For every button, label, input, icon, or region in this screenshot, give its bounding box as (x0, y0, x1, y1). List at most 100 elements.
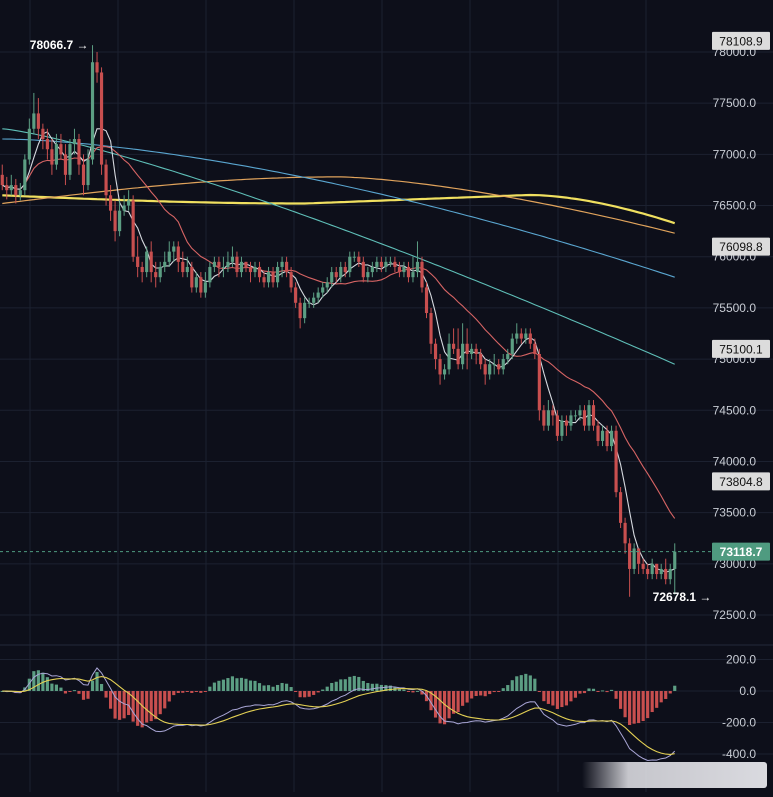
candle-body (659, 568, 663, 575)
candle-body (131, 200, 135, 257)
macd-histogram-bar (32, 671, 36, 691)
candle (212, 256, 216, 273)
candle (149, 241, 153, 283)
macd-histogram-bar (519, 675, 523, 691)
candle-body (673, 551, 677, 569)
macd-histogram-bar (0, 691, 4, 692)
candle (190, 261, 194, 293)
candle-body (90, 62, 95, 160)
macd-histogram-bar (470, 691, 474, 699)
macd-histogram-bar (352, 675, 356, 691)
candle-body (86, 159, 90, 186)
candle (221, 256, 225, 278)
candlestick-series (0, 45, 677, 597)
macd-histogram-bar (289, 687, 293, 691)
macd-histogram-bar (429, 691, 433, 711)
candle (158, 261, 162, 283)
price-annotation-label: 78066.7 → (30, 38, 89, 52)
macd-histogram-bar (27, 678, 31, 691)
macd-histogram-bar (108, 691, 113, 709)
price-tag-label: 75100.1 (719, 342, 763, 356)
macd-histogram-bar (181, 691, 185, 693)
macd-histogram-bar (411, 691, 415, 693)
candle (537, 348, 541, 421)
price-tag-bg (712, 339, 770, 358)
candle-body (366, 272, 370, 278)
candle-body (452, 343, 456, 349)
macd-histogram-bar (99, 683, 104, 691)
candle (600, 425, 605, 447)
candle (14, 178, 18, 204)
candle-body (0, 174, 4, 186)
candle-body (596, 425, 600, 441)
candle-body (307, 302, 311, 304)
macd-histogram-bar (546, 691, 550, 704)
macd-histogram-bar (212, 682, 216, 691)
macd-histogram-bar (257, 683, 262, 691)
candle-body (194, 277, 198, 288)
candle (203, 272, 207, 298)
macd-histogram-bar (433, 691, 438, 718)
candle (415, 241, 420, 278)
candle-body (203, 282, 207, 293)
macd-histogram-bar (569, 691, 573, 702)
candle (452, 328, 456, 354)
candle-body (226, 261, 230, 267)
price-tag-bg (712, 237, 770, 256)
candle-body (628, 543, 632, 569)
candle (411, 256, 415, 283)
candle-body (411, 272, 415, 278)
candle (492, 353, 496, 375)
candle (334, 266, 338, 283)
macd-histogram-bar (650, 691, 654, 713)
macd-histogram-bar (140, 691, 144, 728)
macd-dif-line (2, 667, 676, 762)
candle (655, 563, 659, 580)
price-tick-label: 73500.0 (713, 506, 757, 520)
candle (366, 266, 370, 283)
macd-histogram-bar (54, 684, 58, 691)
macd-histogram-bar (262, 685, 266, 691)
candle (95, 52, 99, 83)
macd-histogram-bar (203, 691, 207, 692)
ma-orange-line (2, 176, 675, 234)
candle (375, 256, 379, 273)
candle-body (470, 348, 474, 354)
candle-body (316, 292, 320, 298)
candle-body (560, 420, 564, 436)
candle (118, 200, 122, 237)
candle (519, 328, 523, 344)
candle-body (149, 251, 153, 273)
candle-body (285, 261, 289, 273)
macd-histogram-bar (113, 691, 117, 719)
macd-histogram-bar (479, 691, 483, 696)
macd-histogram-bar (461, 691, 465, 706)
macd-histogram-bar (226, 678, 230, 691)
candle (352, 251, 356, 262)
candle-body (172, 246, 176, 252)
macd-histogram-bar (573, 691, 578, 698)
macd-histogram-bar (118, 691, 122, 720)
candle (564, 415, 569, 436)
macd-histogram-bar (36, 670, 40, 691)
macd-histogram-bar (136, 691, 140, 726)
candle (555, 410, 559, 441)
candle (99, 67, 104, 175)
macd-histogram-bar (406, 691, 411, 692)
candle-body (235, 256, 239, 273)
candle-body (519, 333, 523, 339)
candle (442, 364, 447, 380)
candle-body (312, 297, 316, 303)
candle-body (573, 415, 578, 417)
candle (510, 333, 514, 360)
macd-histogram-bar (163, 691, 167, 709)
candle (551, 405, 555, 426)
macd-histogram-bar (560, 691, 564, 708)
watermark-logo (582, 762, 767, 788)
candle (515, 323, 519, 344)
candle-body (564, 420, 569, 426)
candle-body (41, 128, 45, 140)
candle-body (244, 261, 248, 267)
